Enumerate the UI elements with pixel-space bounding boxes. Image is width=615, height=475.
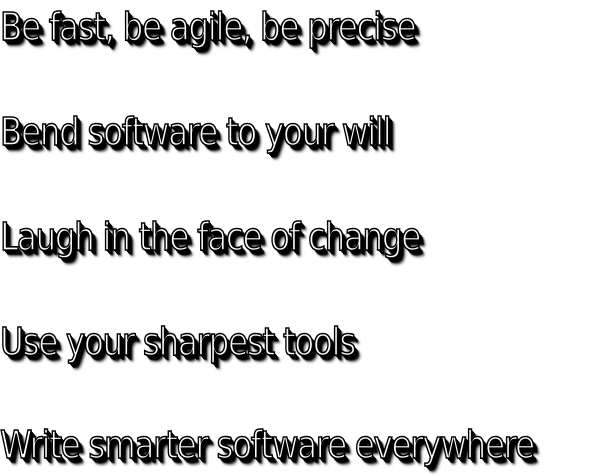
- tagline-laugh-at-change: Laugh in the face of change: [0, 214, 422, 260]
- tagline-sharpest-tools: Use your sharpest tools: [0, 319, 357, 365]
- tagline-be-fast: Be fast, be agile, be precise: [0, 4, 417, 50]
- tagline-write-smarter: Write smarter software everywhere: [0, 422, 536, 468]
- tagline-bend-software: Bend software to your will: [0, 109, 392, 155]
